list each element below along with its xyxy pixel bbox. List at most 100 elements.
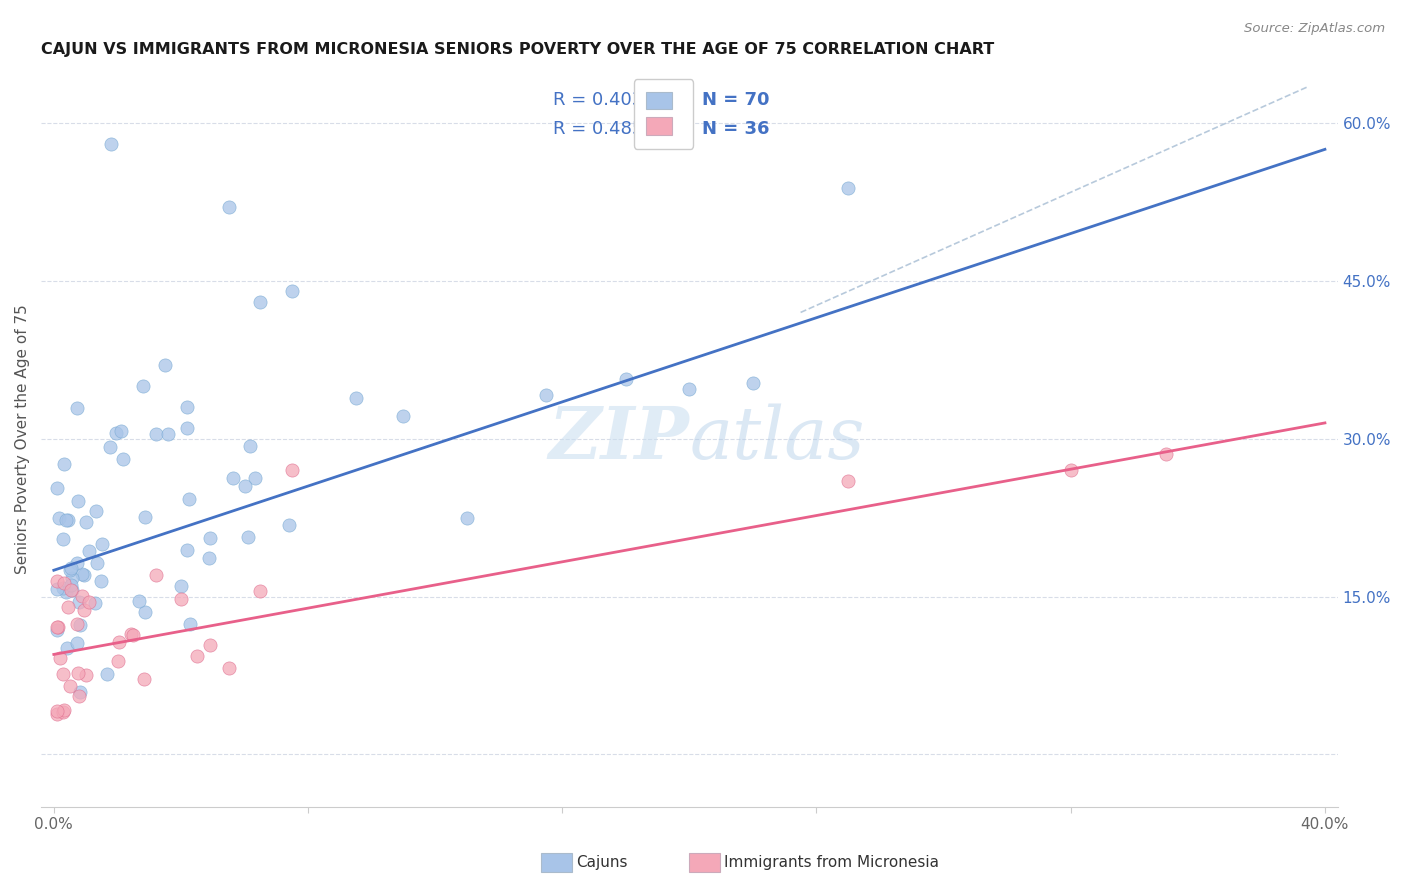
Text: N = 36: N = 36 xyxy=(703,120,770,138)
Point xyxy=(46,481,69,495)
Point xyxy=(70,589,93,603)
Point xyxy=(198,531,221,545)
Y-axis label: Seniors Poverty Over the Age of 75: Seniors Poverty Over the Age of 75 xyxy=(15,304,30,574)
Point xyxy=(132,673,155,687)
Point xyxy=(170,579,193,593)
Point xyxy=(132,379,155,393)
Point xyxy=(53,576,76,591)
Text: Immigrants from Micronesia: Immigrants from Micronesia xyxy=(724,855,939,870)
Text: CAJUN VS IMMIGRANTS FROM MICRONESIA SENIORS POVERTY OVER THE AGE OF 75 CORRELATI: CAJUN VS IMMIGRANTS FROM MICRONESIA SENI… xyxy=(41,42,994,57)
Point xyxy=(46,623,69,637)
Point xyxy=(344,391,367,405)
Point xyxy=(122,628,145,642)
Point xyxy=(51,532,73,546)
Point xyxy=(170,592,193,607)
Point xyxy=(1154,448,1177,462)
Point xyxy=(239,439,262,453)
Point xyxy=(66,494,89,508)
Point xyxy=(56,599,79,614)
Legend: , : , xyxy=(634,79,693,149)
Point xyxy=(60,578,83,592)
Point xyxy=(66,401,89,415)
Point xyxy=(249,294,271,309)
Point xyxy=(46,704,69,718)
Text: N = 70: N = 70 xyxy=(703,91,770,109)
Point xyxy=(58,513,80,527)
Point xyxy=(46,574,69,588)
Point xyxy=(243,471,266,485)
Point xyxy=(69,685,91,699)
Point xyxy=(60,561,83,575)
Point xyxy=(84,504,107,518)
Point xyxy=(73,567,96,582)
Point xyxy=(52,703,75,717)
Point xyxy=(77,544,100,558)
Point xyxy=(70,567,93,582)
Point xyxy=(233,479,256,493)
Point xyxy=(66,616,89,631)
Point xyxy=(67,690,90,704)
Point xyxy=(98,440,121,454)
Point xyxy=(60,571,83,585)
Point xyxy=(1060,463,1083,477)
Point xyxy=(52,706,75,720)
Point xyxy=(536,387,558,401)
Point xyxy=(46,706,69,721)
Point xyxy=(218,200,240,214)
Point xyxy=(60,583,83,598)
Point xyxy=(69,618,91,632)
Point xyxy=(456,511,478,525)
Point xyxy=(60,583,83,598)
Point xyxy=(104,426,127,441)
Point xyxy=(236,530,259,544)
Point xyxy=(153,358,176,372)
Point xyxy=(145,567,167,582)
Point xyxy=(179,617,201,632)
Point xyxy=(67,595,90,609)
Point xyxy=(66,557,89,571)
Point xyxy=(221,471,243,485)
Point xyxy=(145,427,167,442)
Point xyxy=(249,583,271,598)
Point xyxy=(281,285,304,299)
Point xyxy=(46,620,69,634)
Point xyxy=(52,581,75,595)
Point xyxy=(66,636,89,650)
Point xyxy=(614,372,637,386)
Point xyxy=(134,605,156,619)
Point xyxy=(392,409,415,423)
Point xyxy=(52,457,75,471)
Point xyxy=(46,582,69,596)
Point xyxy=(108,635,131,649)
Text: atlas: atlas xyxy=(689,403,865,474)
Point xyxy=(277,517,299,532)
Point xyxy=(198,550,221,565)
Text: ZIP: ZIP xyxy=(548,403,689,475)
Point xyxy=(112,451,135,466)
Point xyxy=(837,180,859,194)
Point xyxy=(67,666,90,681)
Text: Source: ZipAtlas.com: Source: ZipAtlas.com xyxy=(1244,22,1385,36)
Point xyxy=(120,627,142,641)
Text: R = 0.403: R = 0.403 xyxy=(553,91,644,109)
Point xyxy=(110,424,132,438)
Point xyxy=(177,491,200,506)
Point xyxy=(86,556,108,570)
Point xyxy=(49,650,72,665)
Point xyxy=(73,603,96,617)
Point xyxy=(90,574,112,589)
Point xyxy=(55,640,77,655)
Point xyxy=(218,660,240,674)
Point xyxy=(52,666,75,681)
Text: R = 0.485: R = 0.485 xyxy=(553,120,644,138)
Point xyxy=(176,421,198,435)
Point xyxy=(100,137,122,152)
Point xyxy=(134,510,156,524)
Point xyxy=(176,400,198,414)
Point xyxy=(48,511,70,525)
Point xyxy=(90,536,112,550)
Point xyxy=(55,584,77,599)
Point xyxy=(198,638,221,652)
Point xyxy=(186,649,208,664)
Point xyxy=(59,563,82,577)
